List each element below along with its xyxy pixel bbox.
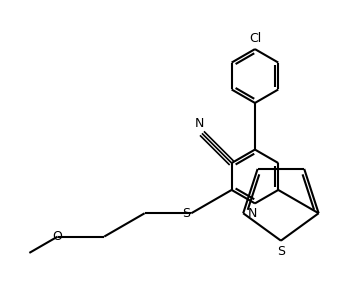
Text: S: S — [182, 207, 190, 220]
Text: O: O — [53, 230, 63, 243]
Text: Cl: Cl — [249, 32, 261, 45]
Text: N: N — [248, 207, 257, 220]
Text: N: N — [195, 117, 204, 130]
Text: S: S — [277, 245, 285, 258]
